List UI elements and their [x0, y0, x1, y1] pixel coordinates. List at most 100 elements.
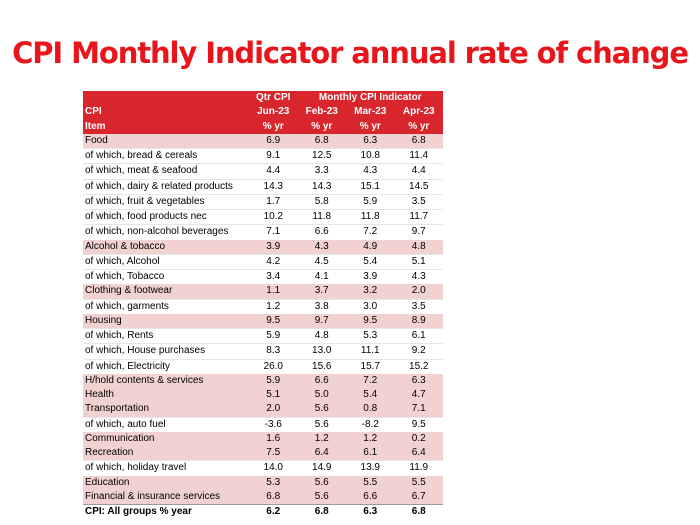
row-label: of which, garments: [83, 298, 249, 314]
value-cell: 11.4: [394, 147, 443, 164]
row-label: Communication: [83, 431, 249, 446]
value-cell: 8.9: [394, 313, 443, 329]
header-cell: Feb-23: [297, 105, 346, 120]
table-row: of which, food products nec 10.2 11.8 11.8 1…: [83, 208, 443, 225]
value-cell: 1.1: [249, 284, 298, 299]
value-cell: 6.4: [394, 446, 443, 461]
table-body: Food 6.9 6.8 6.3 6.8 of which, bread & cereal…: [83, 133, 443, 520]
header-cell: % yr: [297, 119, 346, 134]
value-cell: 3.8: [297, 298, 346, 314]
value-cell: 10.2: [249, 208, 298, 225]
row-label: Financial & insurance services: [83, 489, 249, 505]
row-label: of which, bread & cereals: [83, 147, 249, 164]
header-cell: Item: [83, 119, 249, 134]
table-row: Financial & insurance services 6.8 5.6 6.6 6…: [83, 489, 443, 505]
header-row-period: CPI Jun-23 Feb-23 Mar-23 Apr-23: [83, 105, 443, 120]
row-label: Alcohol & tobacco: [83, 239, 249, 255]
value-cell: 9.5: [249, 313, 298, 329]
value-cell: 14.3: [249, 178, 298, 195]
row-label: Housing: [83, 313, 249, 329]
row-label: of which, food products nec: [83, 208, 249, 225]
value-cell: 9.5: [346, 313, 395, 329]
value-cell: 0.8: [346, 402, 395, 417]
row-label: of which, non-alcohol beverages: [83, 224, 249, 240]
value-cell: 1.2: [249, 298, 298, 314]
value-cell: 3.5: [394, 193, 443, 210]
row-label: Transportation: [83, 402, 249, 417]
chart-title: CPI Monthly Indicator annual rate of cha…: [12, 36, 689, 70]
value-cell: 11.7: [394, 208, 443, 225]
value-cell: 5.1: [249, 388, 298, 403]
table-row: CPI: All groups % year 6.2 6.8 6.3 6.8: [83, 504, 443, 520]
table-row: of which, bread & cereals 9.1 12.5 10.8 11.4: [83, 147, 443, 164]
value-cell: 7.1: [249, 224, 298, 240]
value-cell: 14.3: [297, 178, 346, 195]
value-cell: 13.9: [346, 460, 395, 476]
table-row: Recreation 7.5 6.4 6.1 6.4: [83, 446, 443, 461]
value-cell: 6.3: [346, 133, 395, 149]
value-cell: 5.3: [249, 475, 298, 490]
table-row: H/hold contents & services 5.9 6.6 7.2 6.3: [83, 373, 443, 388]
table-row: Communication 1.6 1.2 1.2 0.2: [83, 431, 443, 446]
value-cell: 6.8: [297, 133, 346, 149]
value-cell: 5.4: [346, 253, 395, 270]
value-cell: 5.6: [297, 475, 346, 490]
value-cell: 15.1: [346, 178, 395, 195]
value-cell: 4.8: [394, 239, 443, 255]
value-cell: 3.7: [297, 284, 346, 299]
value-cell: 6.8: [297, 504, 346, 520]
value-cell: 6.6: [297, 224, 346, 240]
table-row: of which, fruit & vegetables 1.7 5.8 5.9 3.5: [83, 193, 443, 210]
value-cell: 5.3: [346, 327, 395, 344]
value-cell: 3.0: [346, 298, 395, 314]
value-cell: 15.2: [394, 358, 443, 374]
value-cell: 3.9: [249, 239, 298, 255]
value-cell: 4.3: [346, 163, 395, 179]
row-label: of which, Alcohol: [83, 253, 249, 270]
value-cell: 5.9: [249, 327, 298, 344]
value-cell: 9.5: [394, 416, 443, 432]
value-cell: 5.9: [249, 373, 298, 388]
value-cell: 2.0: [394, 284, 443, 299]
value-cell: 0.2: [394, 431, 443, 446]
header-row-group: Qtr CPI Monthly CPI Indicator: [83, 91, 443, 106]
value-cell: 6.9: [249, 133, 298, 149]
header-cell-monthly-indicator: Monthly CPI Indicator: [297, 91, 443, 106]
value-cell: 2.0: [249, 402, 298, 417]
value-cell: 14.5: [394, 178, 443, 195]
value-cell: 4.8: [297, 327, 346, 344]
row-label: of which, fruit & vegetables: [83, 193, 249, 210]
table-row: Clothing & footwear 1.1 3.7 3.2 2.0: [83, 284, 443, 299]
value-cell: -3.6: [249, 416, 298, 432]
value-cell: 3.4: [249, 269, 298, 285]
table-row: of which, dairy & related products 14.3 14…: [83, 178, 443, 195]
table-row: of which, holiday travel 14.0 14.9 13.9 11.9: [83, 460, 443, 476]
value-cell: 7.2: [346, 373, 395, 388]
value-cell: 15.7: [346, 358, 395, 374]
table-row: Alcohol & tobacco 3.9 4.3 4.9 4.8: [83, 239, 443, 255]
value-cell: 6.1: [394, 327, 443, 344]
value-cell: 3.2: [346, 284, 395, 299]
value-cell: 4.4: [249, 163, 298, 179]
row-label: of which, Tobacco: [83, 269, 249, 285]
table-row: Food 6.9 6.8 6.3 6.8: [83, 133, 443, 149]
header-cell: Qtr CPI: [249, 91, 298, 106]
table-row: of which, auto fuel -3.6 5.6 -8.2 9.5: [83, 416, 443, 432]
value-cell: 14.0: [249, 460, 298, 476]
table-row: of which, Electricity 26.0 15.6 15.7 15.2: [83, 358, 443, 374]
value-cell: 1.6: [249, 431, 298, 446]
value-cell: 3.9: [346, 269, 395, 285]
table-row: of which, Rents 5.9 4.8 5.3 6.1: [83, 327, 443, 344]
value-cell: 10.8: [346, 147, 395, 164]
header-cell: CPI: [83, 105, 249, 120]
table-row: Transportation 2.0 5.6 0.8 7.1: [83, 402, 443, 417]
value-cell: 9.2: [394, 343, 443, 359]
value-cell: 9.7: [394, 224, 443, 240]
value-cell: 1.7: [249, 193, 298, 210]
value-cell: 4.1: [297, 269, 346, 285]
value-cell: 8.3: [249, 343, 298, 359]
value-cell: 4.3: [394, 269, 443, 285]
header-cell: % yr: [346, 119, 395, 134]
value-cell: 11.8: [297, 208, 346, 225]
table-row: of which, meat & seafood 4.4 3.3 4.3 4.4: [83, 163, 443, 179]
